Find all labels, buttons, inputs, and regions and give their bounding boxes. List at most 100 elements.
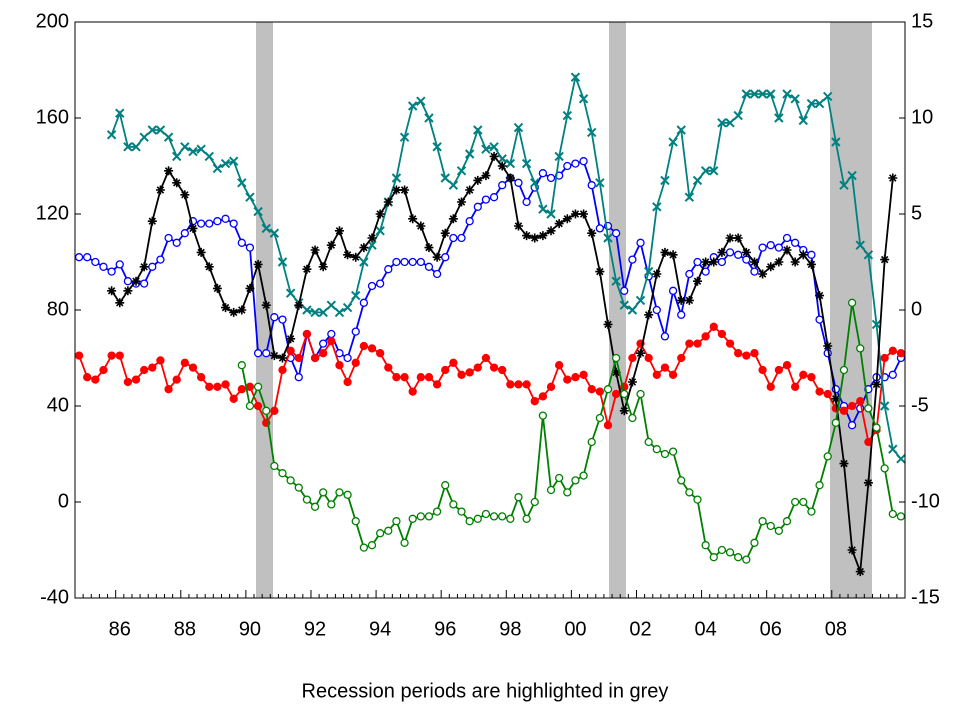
marker bbox=[839, 459, 849, 469]
marker bbox=[815, 315, 824, 324]
marker bbox=[91, 375, 100, 384]
marker bbox=[709, 553, 718, 562]
marker bbox=[424, 512, 434, 521]
marker bbox=[481, 195, 491, 204]
marker bbox=[147, 125, 158, 135]
series-line bbox=[79, 160, 902, 428]
marker bbox=[359, 298, 369, 307]
marker bbox=[237, 238, 246, 247]
marker bbox=[498, 365, 507, 375]
marker bbox=[693, 339, 702, 348]
marker bbox=[278, 365, 287, 375]
marker bbox=[676, 295, 686, 305]
marker bbox=[408, 387, 417, 396]
marker bbox=[180, 358, 190, 367]
marker bbox=[326, 240, 336, 250]
marker bbox=[335, 488, 344, 497]
marker bbox=[343, 250, 353, 260]
marker bbox=[790, 382, 800, 391]
marker bbox=[627, 377, 637, 387]
marker bbox=[766, 521, 775, 531]
marker bbox=[709, 166, 719, 176]
marker bbox=[815, 387, 824, 396]
marker bbox=[253, 401, 263, 411]
marker bbox=[620, 286, 629, 295]
marker bbox=[229, 394, 238, 403]
marker bbox=[107, 351, 116, 360]
marker bbox=[148, 363, 157, 372]
marker bbox=[798, 115, 808, 126]
marker bbox=[888, 173, 898, 183]
marker bbox=[513, 221, 523, 231]
marker bbox=[555, 473, 564, 483]
marker bbox=[286, 346, 295, 355]
marker bbox=[457, 507, 466, 516]
marker bbox=[636, 389, 645, 399]
marker bbox=[538, 204, 548, 214]
marker bbox=[749, 89, 760, 99]
marker bbox=[530, 233, 540, 243]
marker bbox=[449, 358, 458, 367]
marker bbox=[481, 353, 491, 363]
marker bbox=[432, 142, 442, 152]
marker bbox=[676, 125, 686, 135]
marker bbox=[766, 382, 775, 391]
marker bbox=[806, 259, 816, 269]
y-tick-label: -40 bbox=[40, 586, 69, 608]
marker bbox=[172, 151, 182, 162]
marker bbox=[278, 469, 287, 478]
plot-frame bbox=[74, 21, 906, 599]
marker bbox=[140, 279, 149, 288]
x-tick-label: 90 bbox=[239, 618, 261, 640]
marker bbox=[717, 545, 727, 555]
marker bbox=[253, 206, 263, 217]
marker bbox=[871, 319, 882, 330]
marker bbox=[571, 159, 580, 168]
marker bbox=[578, 94, 589, 104]
marker bbox=[717, 257, 727, 267]
marker bbox=[774, 365, 784, 375]
marker bbox=[685, 269, 694, 279]
marker bbox=[603, 233, 613, 243]
marker bbox=[449, 233, 458, 243]
marker bbox=[766, 262, 776, 272]
marker bbox=[294, 373, 303, 382]
marker bbox=[570, 72, 581, 82]
marker bbox=[99, 262, 108, 271]
marker bbox=[774, 113, 784, 123]
marker bbox=[603, 385, 613, 394]
marker bbox=[228, 156, 239, 166]
marker bbox=[278, 315, 287, 324]
marker bbox=[701, 332, 710, 341]
marker bbox=[245, 401, 255, 411]
marker bbox=[285, 288, 296, 298]
marker bbox=[440, 173, 450, 183]
marker bbox=[465, 185, 475, 195]
marker bbox=[432, 380, 442, 389]
marker bbox=[571, 373, 580, 382]
marker bbox=[400, 257, 409, 267]
marker bbox=[424, 262, 434, 271]
marker bbox=[123, 286, 133, 296]
marker bbox=[749, 257, 759, 267]
marker bbox=[464, 149, 475, 159]
marker bbox=[327, 500, 336, 509]
marker bbox=[221, 214, 230, 223]
marker bbox=[847, 298, 857, 307]
marker bbox=[441, 253, 450, 262]
marker bbox=[342, 302, 353, 313]
marker bbox=[172, 238, 181, 247]
marker bbox=[392, 257, 401, 267]
marker bbox=[286, 476, 295, 485]
marker bbox=[440, 228, 450, 238]
marker bbox=[668, 286, 678, 295]
marker bbox=[269, 351, 279, 361]
marker bbox=[807, 373, 816, 382]
marker bbox=[758, 365, 767, 375]
marker bbox=[221, 380, 230, 389]
marker bbox=[758, 269, 768, 279]
marker bbox=[636, 238, 645, 247]
marker bbox=[579, 209, 589, 219]
marker bbox=[148, 262, 157, 271]
marker bbox=[319, 339, 328, 348]
